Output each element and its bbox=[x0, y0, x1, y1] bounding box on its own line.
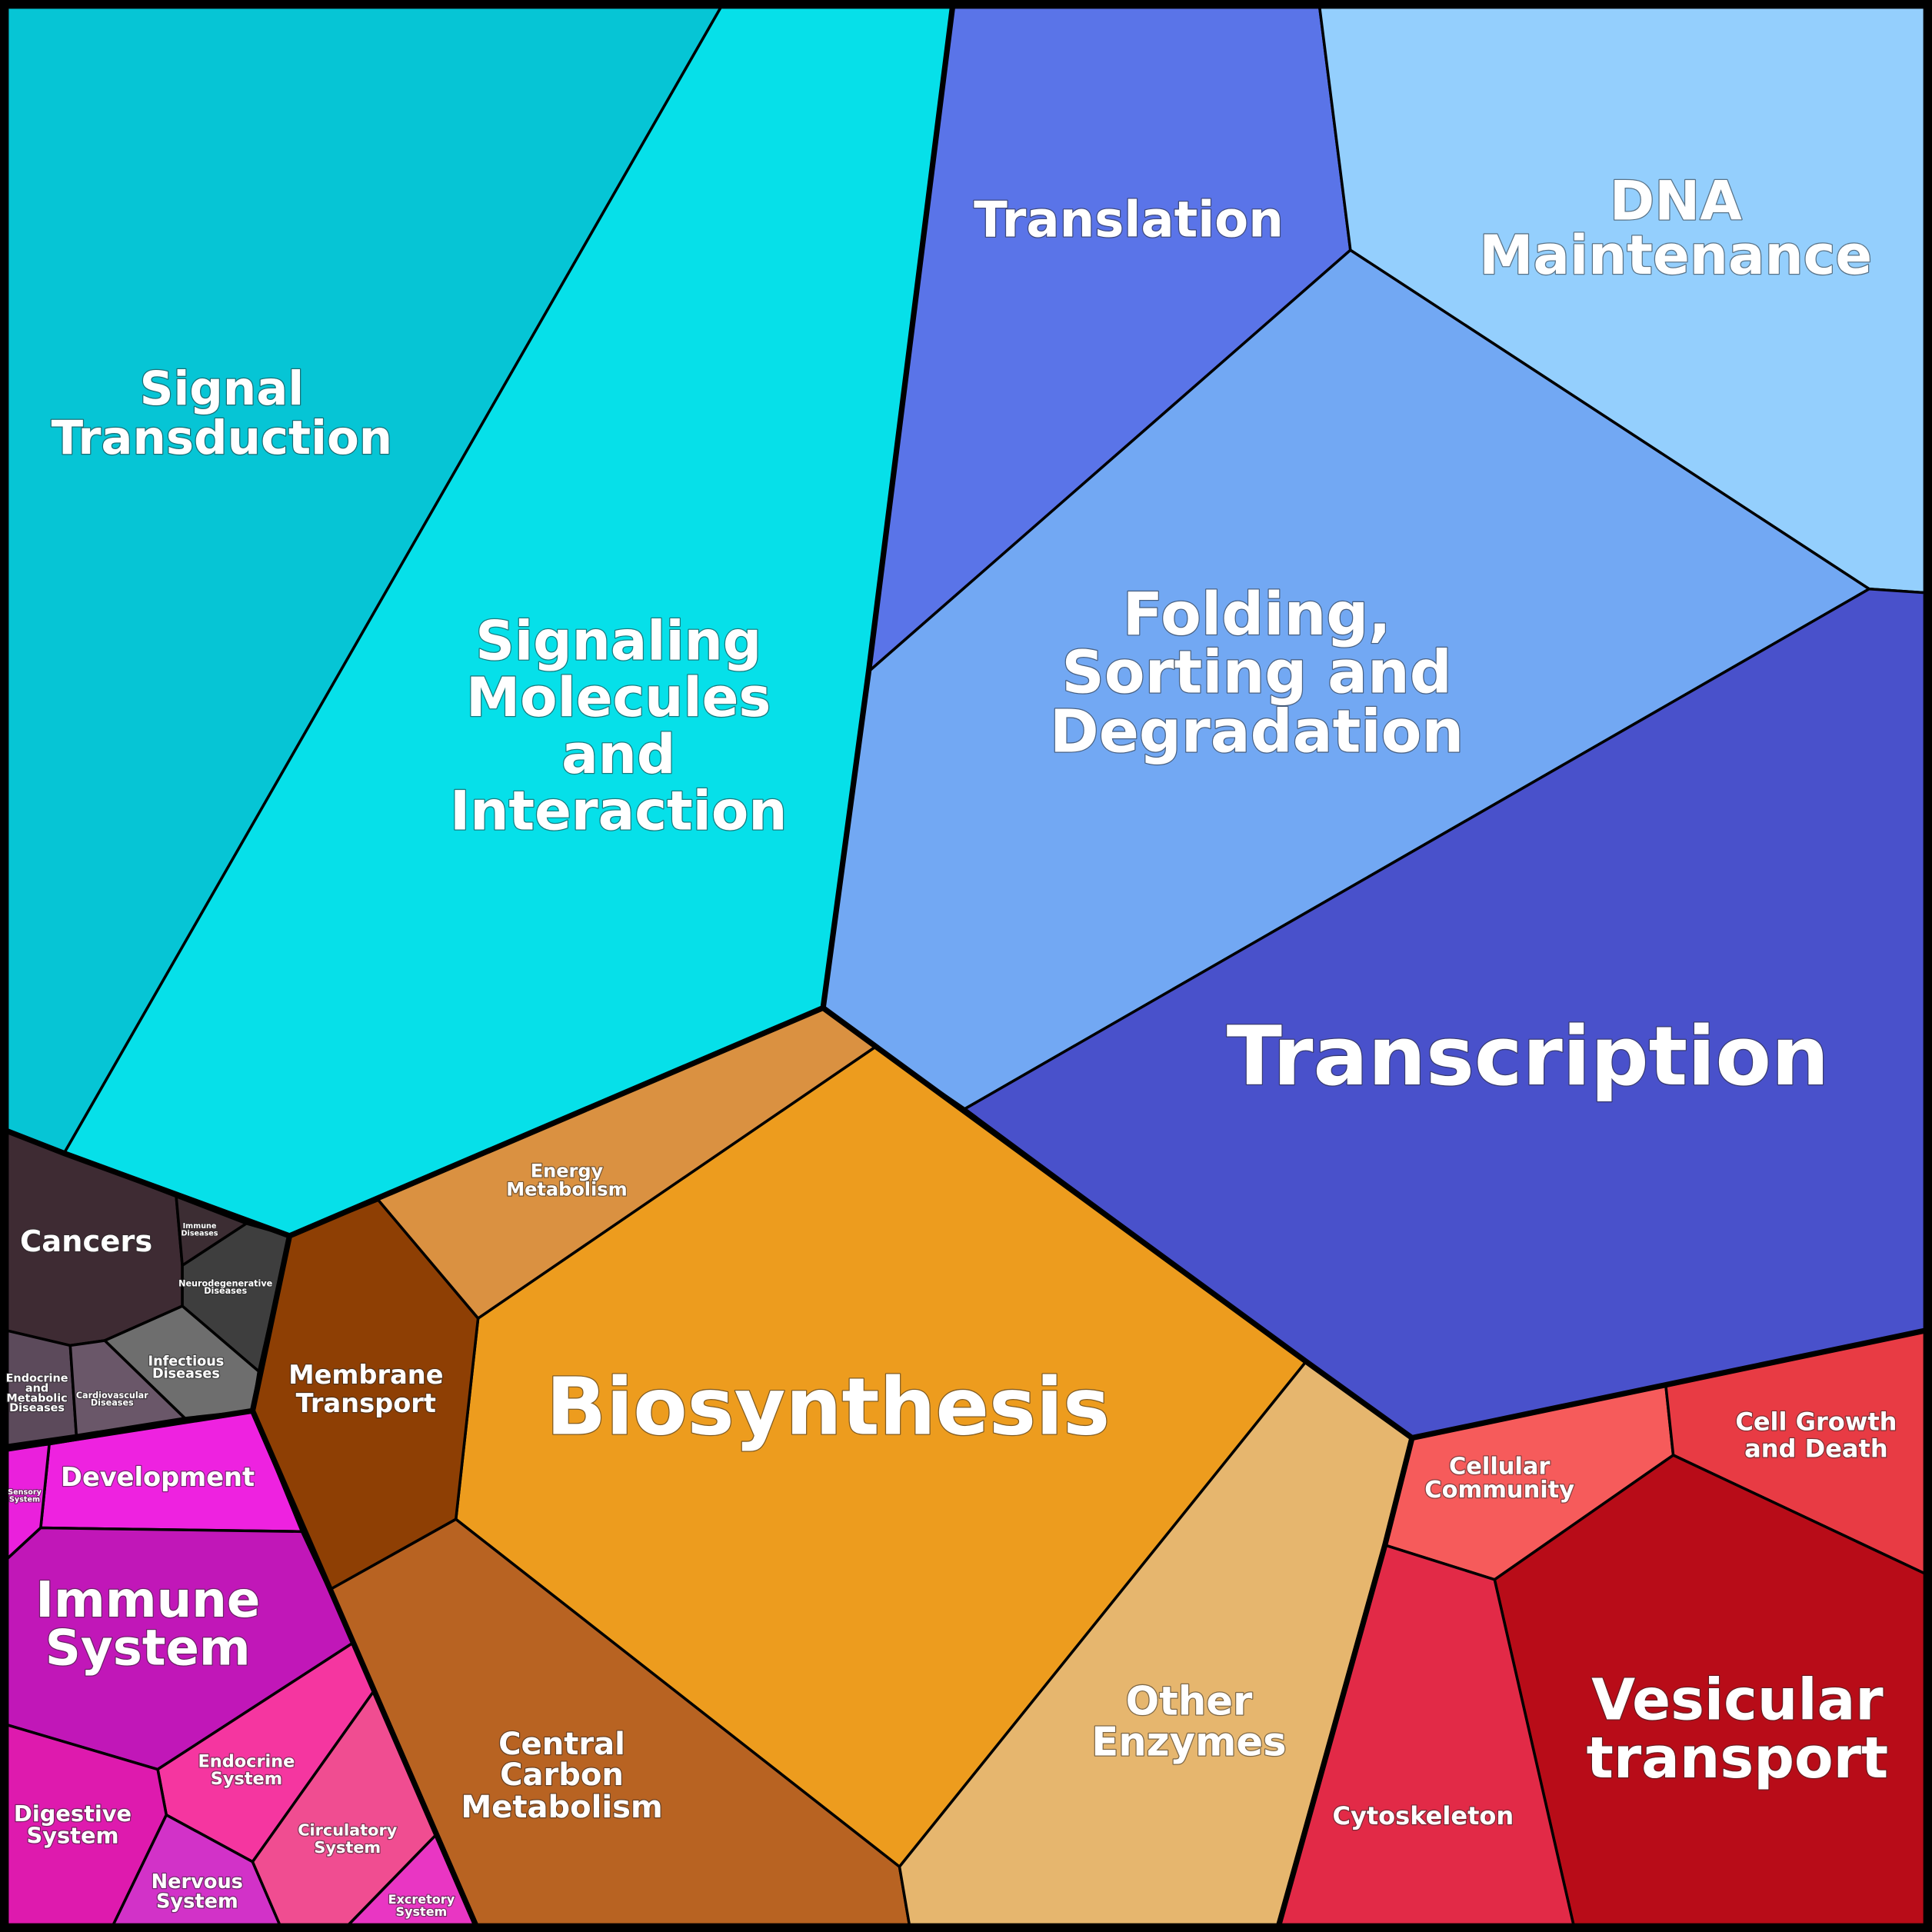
cell-label: Sensory bbox=[8, 1488, 42, 1497]
cell-label: Carbon bbox=[500, 1757, 624, 1793]
cell-label: Biosynthesis bbox=[546, 1361, 1110, 1453]
cell-label: Metabolism bbox=[506, 1179, 627, 1201]
cell-label: Transport bbox=[296, 1388, 436, 1418]
cell-label: System bbox=[26, 1823, 118, 1849]
cell-label: and bbox=[561, 723, 675, 786]
cell-label: Digestive bbox=[14, 1800, 132, 1827]
cell-label: Cytoskeleton bbox=[1332, 1801, 1514, 1830]
group-border bbox=[5, 5, 1927, 1927]
cell-label: Other bbox=[1126, 1679, 1253, 1725]
cell-label: Neurodegenerative bbox=[178, 1278, 273, 1288]
cell-label: Transduction bbox=[52, 411, 393, 465]
cell-label: Excretory bbox=[388, 1892, 455, 1907]
cell-label: Degradation bbox=[1050, 698, 1464, 766]
cell-label: Transcription bbox=[1227, 1009, 1830, 1104]
cell-label: Metabolism bbox=[461, 1790, 662, 1825]
cell-label: Signal bbox=[140, 361, 305, 416]
cell-label: Infectious bbox=[148, 1354, 225, 1369]
cell-label: Translation bbox=[974, 192, 1284, 249]
cell-label: Metabolic bbox=[6, 1392, 67, 1404]
cell-label: and bbox=[25, 1383, 48, 1395]
cell-label: Interaction bbox=[450, 779, 787, 842]
cell-label: System bbox=[396, 1904, 448, 1919]
labels: SignalTransductionSignalingMoleculesandI… bbox=[5, 168, 1897, 1920]
cell-label: Maintenance bbox=[1479, 224, 1872, 287]
cell-label: Immune bbox=[183, 1222, 217, 1231]
cell-label: DNA bbox=[1610, 169, 1742, 232]
cell-label: Membrane bbox=[288, 1360, 443, 1390]
cell-label: Diseases bbox=[152, 1366, 220, 1381]
cell-label: Cell Growth bbox=[1735, 1407, 1897, 1436]
cell-label: Development bbox=[61, 1462, 255, 1492]
cell-label: Cancers bbox=[20, 1224, 152, 1259]
cell-label: System bbox=[314, 1838, 381, 1857]
cell-label: System bbox=[211, 1769, 282, 1789]
cell-label: transport bbox=[1587, 1726, 1889, 1791]
cell bbox=[68, 1339, 187, 1437]
cell-label: Endocrine bbox=[6, 1373, 68, 1385]
cell-label: Diseases bbox=[204, 1286, 247, 1296]
cell-label: Diseases bbox=[91, 1398, 134, 1408]
cell-label: System bbox=[9, 1496, 40, 1504]
cell-label: Central bbox=[498, 1727, 625, 1762]
cell-label: Community bbox=[1424, 1477, 1574, 1504]
cell-label: Signaling bbox=[475, 609, 761, 672]
cell-label: Vesicular bbox=[1591, 1668, 1884, 1734]
cell-label: Cardiovascular bbox=[76, 1391, 148, 1401]
cell-label: Nervous bbox=[152, 1870, 243, 1894]
cells bbox=[5, 5, 1927, 1927]
cell-label: System bbox=[45, 1620, 251, 1677]
cell-label: Immune bbox=[35, 1572, 260, 1629]
cell-label: and Death bbox=[1744, 1434, 1888, 1464]
cell-label: Diseases bbox=[9, 1402, 65, 1414]
cell-label: Endocrine bbox=[198, 1751, 295, 1771]
cell-label: Cellular bbox=[1449, 1454, 1550, 1481]
cell-label: Energy bbox=[531, 1161, 604, 1182]
cell-label: Sorting and bbox=[1061, 639, 1451, 708]
cell-label: System bbox=[156, 1890, 238, 1914]
cell-label: Molecules bbox=[466, 666, 771, 729]
cell-label: Folding, bbox=[1123, 581, 1391, 649]
cell-label: Diseases bbox=[182, 1230, 218, 1238]
cell-label: Enzymes bbox=[1091, 1719, 1286, 1765]
cell-label: Circulatory bbox=[298, 1821, 398, 1840]
